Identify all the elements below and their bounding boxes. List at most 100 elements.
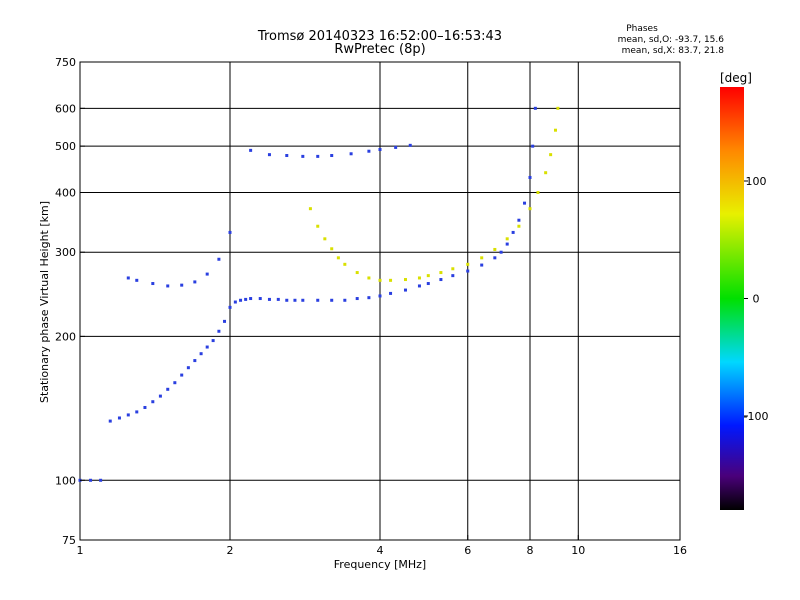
data-point	[228, 230, 232, 234]
data-point	[258, 297, 262, 301]
data-point	[367, 276, 371, 280]
data-point	[239, 298, 243, 302]
colorbar-label: [deg]	[720, 71, 752, 85]
data-point	[285, 298, 289, 302]
data-point	[199, 352, 203, 356]
data-point	[135, 410, 139, 414]
data-point	[158, 394, 162, 398]
x-tick-label: 6	[464, 544, 471, 557]
x-tick-label: 1	[77, 544, 84, 557]
stats-line-o: mean, sd,O: -93.7, 15.6	[618, 35, 725, 45]
y-tick-label: 100	[55, 474, 76, 487]
data-point	[553, 128, 557, 132]
data-point	[193, 280, 197, 284]
data-point	[166, 387, 170, 391]
data-point	[480, 263, 484, 267]
data-point	[439, 271, 443, 275]
x-tick-label: 4	[377, 544, 384, 557]
data-point	[285, 154, 289, 158]
data-point	[355, 297, 359, 301]
data-point	[151, 400, 155, 404]
x-axis-label: Frequency [MHz]	[334, 558, 426, 571]
y-tick-label: 500	[55, 140, 76, 153]
data-point	[126, 413, 130, 417]
data-point	[336, 256, 340, 260]
data-point	[186, 366, 190, 370]
data-point	[343, 262, 347, 266]
data-point	[151, 282, 155, 286]
y-tick-label: 75	[62, 534, 76, 547]
y-tick-label: 750	[55, 56, 76, 69]
data-point	[180, 283, 184, 287]
data-point	[166, 284, 170, 288]
data-point	[480, 256, 484, 260]
x-tick-label: 8	[527, 544, 534, 557]
data-point	[549, 153, 553, 157]
data-point	[117, 416, 121, 420]
data-point	[217, 329, 221, 333]
data-point	[523, 201, 527, 205]
chart-subtitle: RwPretec (8p)	[334, 42, 425, 57]
data-point	[330, 247, 334, 251]
data-point	[244, 297, 248, 301]
data-point	[533, 106, 537, 110]
colorbar-tick-label: 0	[753, 293, 760, 306]
data-point	[143, 405, 147, 409]
y-tick-label: 400	[55, 186, 76, 199]
data-point	[89, 478, 93, 482]
y-axis-label: Stationary phase Virtual Height [km]	[38, 201, 51, 403]
data-points	[78, 106, 560, 482]
y-tick-label: 600	[55, 102, 76, 115]
colorbar-ticks: 100 0 -100	[744, 175, 769, 423]
data-point	[499, 250, 503, 254]
colorbar	[720, 87, 744, 510]
data-point	[135, 278, 139, 282]
data-point	[308, 207, 312, 211]
data-point	[267, 297, 271, 301]
data-point	[316, 298, 320, 302]
chart-title: Tromsø 20140323 16:52:00–16:53:43	[257, 29, 502, 44]
data-point	[517, 218, 521, 222]
data-point	[451, 267, 455, 271]
data-point	[466, 262, 470, 266]
data-point	[378, 148, 382, 152]
data-point	[417, 284, 421, 288]
data-point	[126, 276, 130, 280]
data-point	[417, 276, 421, 280]
data-point	[389, 278, 393, 282]
data-point	[228, 305, 232, 309]
data-point	[556, 106, 560, 110]
data-point	[276, 297, 280, 301]
data-point	[323, 237, 327, 241]
stats-header: Phases	[626, 24, 658, 34]
data-point	[316, 154, 320, 158]
data-point	[426, 274, 430, 278]
data-point	[528, 175, 532, 179]
data-point	[205, 272, 209, 276]
data-point	[493, 247, 497, 251]
data-point	[293, 298, 297, 302]
data-point	[426, 282, 430, 286]
x-tick-label: 16	[673, 544, 687, 557]
data-point	[531, 144, 535, 148]
data-point	[403, 278, 407, 282]
data-point	[439, 278, 443, 282]
data-point	[193, 359, 197, 363]
data-point	[223, 319, 227, 323]
data-point	[493, 256, 497, 260]
data-point	[211, 339, 215, 343]
data-point	[301, 298, 305, 302]
data-point	[99, 478, 103, 482]
y-tick-label: 200	[55, 330, 76, 343]
data-point	[367, 296, 371, 300]
data-point	[389, 291, 393, 295]
data-point	[217, 257, 221, 261]
data-point	[343, 298, 347, 302]
data-point	[511, 230, 515, 234]
data-point	[301, 154, 305, 158]
data-point	[173, 381, 177, 385]
plot-area: 1 2 4 6 8 10 16 75 100 200 300 400 500 600 750	[55, 56, 687, 557]
grid	[80, 62, 680, 540]
data-point	[408, 143, 412, 147]
data-point	[330, 154, 334, 158]
